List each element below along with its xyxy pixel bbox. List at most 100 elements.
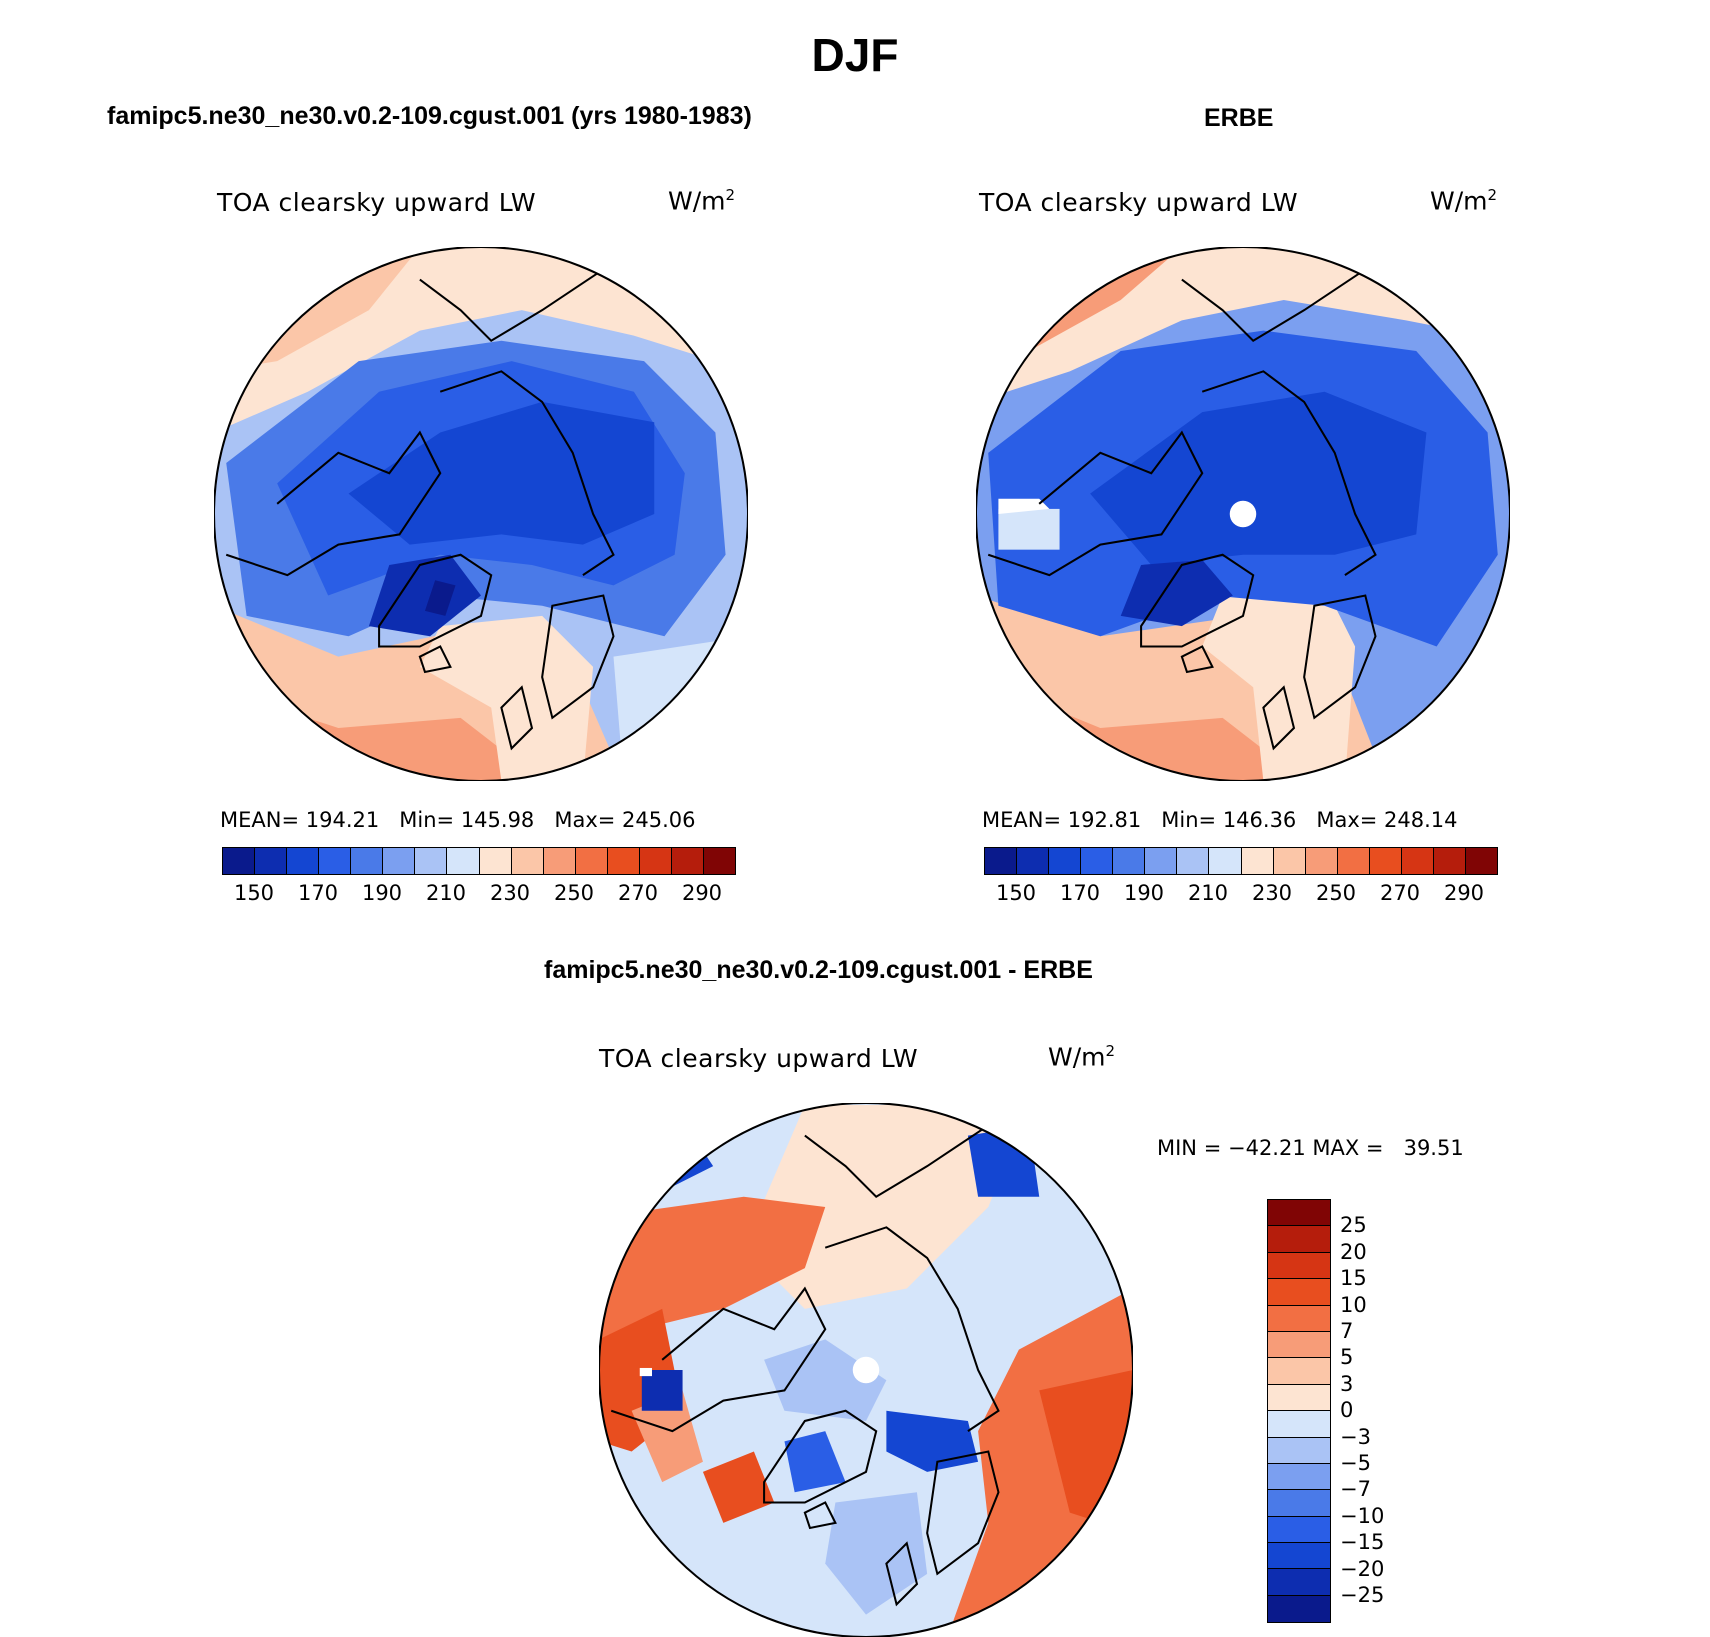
panel-2-field-europe: [1202, 585, 1356, 781]
panel-1-coastlines: [225, 268, 615, 751]
panel-3-colorbar-swatch: [1268, 1411, 1330, 1438]
panel-2-colorbar-tick-label: 210: [1187, 881, 1229, 905]
panel-3-colorbar-swatch: [1268, 1569, 1330, 1596]
panel-3-colorbar: [1267, 1199, 1331, 1624]
panel-3-colorbar-swatch: [1268, 1279, 1330, 1306]
panel-3-colorbar-tick-label: −15: [1340, 1530, 1385, 1555]
panel-2-max-label: Max=: [1316, 808, 1378, 832]
panel-3-max-value: 39.51: [1403, 1136, 1464, 1160]
panel-1-run-title: famipc5.ne30_ne30.v0.2-109.cgust.001 (yr…: [107, 102, 752, 130]
panel-1-colorbar-tick-label: 150: [233, 881, 275, 905]
panel-1-units: W/m2: [668, 186, 736, 216]
panel-2-colorbar-swatch: [1145, 848, 1178, 874]
panel-1-colorbar-swatch: [223, 848, 256, 874]
panel-1-min-label: Min=: [399, 808, 455, 832]
panel-3-variable-title: TOA clearsky upward LW: [599, 1044, 919, 1073]
panel-2-colorbar-swatch: [1241, 848, 1274, 874]
panel-1-variable-title: TOA clearsky upward LW: [217, 188, 537, 217]
panel-1-field-greenland-min: [424, 580, 456, 616]
panel-1-colorbar-swatch: [703, 848, 735, 874]
panel-2-colorbar-swatch: [1081, 848, 1114, 874]
panel-2-colorbar-swatch: [985, 848, 1018, 874]
panel-2-colorbar: [984, 847, 1498, 875]
panel-3-colorbar-tick-label: 5: [1340, 1345, 1354, 1370]
panel-1-colorbar-swatch: [383, 848, 416, 874]
panel-3-colorbar-swatch: [1268, 1252, 1330, 1280]
panel-2-mean-value: 192.81: [1067, 808, 1142, 832]
panel-1-max-label: Max=: [554, 808, 616, 832]
panel-1-colorbar-swatch: [415, 848, 448, 874]
panel-3-stats: MIN = −42.21 MAX = 39.51: [1157, 1136, 1464, 1160]
panel-3-missing-pole: [852, 1356, 880, 1384]
panel-2-colorbar-swatch: [1017, 848, 1050, 874]
panel-3-min-label: MIN =: [1157, 1136, 1222, 1160]
panel-1-colorbar-swatch: [511, 848, 544, 874]
panel-1-colorbar-tick-label: 270: [617, 881, 659, 905]
panel-2-field-colder: [1090, 391, 1427, 565]
panel-3-field-negative-scandinavia: [886, 1410, 979, 1472]
panel-3-colorbar-tick-label: 20: [1340, 1239, 1367, 1264]
panel-3-colorbar-swatch: [1268, 1358, 1330, 1385]
panel-1-field-colder: [348, 401, 655, 545]
panel-1-colorbar-tick-label: 190: [361, 881, 403, 905]
panel-2-coastlines: [987, 268, 1377, 751]
panel-2-field-hudson: [998, 508, 1060, 550]
panel-2-min-label: Min=: [1161, 808, 1217, 832]
panel-2-min-value: 146.36: [1222, 808, 1297, 832]
panel-1-polar-map: [214, 247, 748, 781]
panel-3-colorbar-tick-label: 15: [1340, 1266, 1367, 1291]
panel-2-colorbar-swatch: [1401, 848, 1434, 874]
panel-3-field-weak-negative: [764, 1339, 887, 1421]
panel-3-colorbar-swatch: [1268, 1543, 1330, 1570]
panel-2-polar-map: [976, 247, 1510, 781]
panel-1-colorbar-swatch: [479, 848, 512, 874]
panel-1-colorbar-tick-label: 210: [425, 881, 467, 905]
panel-1-colorbar-tick-label: 230: [489, 881, 531, 905]
panel-3-colorbar-tick-label: −3: [1340, 1424, 1371, 1449]
panel-3-polar-map: [599, 1103, 1133, 1637]
panel-3-colorbar-tick-label: 7: [1340, 1319, 1354, 1343]
panel-2-stats: MEAN= 192.81 Min= 146.36 Max= 248.14: [982, 808, 1458, 832]
panel-3-field-negative-ne: [967, 1125, 1040, 1197]
panel-1-colorbar: [222, 847, 736, 875]
panel-1-colorbar-swatch: [639, 848, 672, 874]
panel-3-colorbar-swatch: [1268, 1331, 1330, 1359]
panel-3-units: W/m2: [1048, 1042, 1116, 1072]
panel-2-colorbar-swatch: [1305, 848, 1338, 874]
panel-2-missing-pole: [1229, 500, 1257, 528]
panel-1-colorbar-swatch: [255, 848, 288, 874]
panel-1-colorbar-swatch: [575, 848, 608, 874]
panel-3-field-positive-nw: [599, 1196, 826, 1340]
panel-3-field-positive-canada: [631, 1390, 703, 1483]
panel-1-colorbar-swatch: [671, 848, 704, 874]
panel-3-colorbar-swatch: [1268, 1490, 1330, 1517]
panel-1-mean-value: 194.21: [305, 808, 380, 832]
panel-2-colorbar-tick-label: 250: [1315, 881, 1357, 905]
panel-3-colorbar-swatch: [1268, 1226, 1330, 1253]
panel-1-colorbar-swatch: [319, 848, 352, 874]
panel-2-colorbar-swatch: [1465, 848, 1497, 874]
panel-2-colorbar-swatch: [1337, 848, 1370, 874]
panel-1-colorbar-swatch: [351, 848, 384, 874]
panel-3-colorbar-tick-label: 0: [1340, 1398, 1354, 1423]
panel-1-colorbar-swatch: [543, 848, 576, 874]
panel-2-colorbar-tick-label: 170: [1059, 881, 1101, 905]
panel-1-field-greenland: [368, 554, 481, 637]
panel-3-colorbar-tick-label: 3: [1340, 1371, 1354, 1396]
panel-1-field-europe: [419, 615, 594, 781]
panel-3-field-negative-greenland: [784, 1431, 846, 1493]
panel-2-colorbar-swatch: [1209, 848, 1242, 874]
panel-3-colorbar-tick-label: −10: [1340, 1503, 1385, 1528]
panel-3-colorbar-tick-label: −25: [1340, 1583, 1385, 1607]
panel-3-min-value: −42.21: [1227, 1136, 1306, 1160]
panel-2-field-greenland: [1120, 559, 1233, 627]
panel-3-coastlines: [610, 1124, 1000, 1607]
panel-1-max-value: 245.06: [622, 808, 696, 832]
panel-3-colorbar-swatch: [1268, 1516, 1330, 1544]
panel-2-colorbar-swatch: [1049, 848, 1082, 874]
figure-title: DJF: [811, 29, 899, 81]
panel-2-colorbar-swatch: [1273, 848, 1306, 874]
panel-3-colorbar-swatch: [1268, 1437, 1330, 1464]
panel-3-colorbar-tick-label: −20: [1340, 1556, 1385, 1581]
panel-3-field-slight-positive: [743, 1105, 1030, 1309]
